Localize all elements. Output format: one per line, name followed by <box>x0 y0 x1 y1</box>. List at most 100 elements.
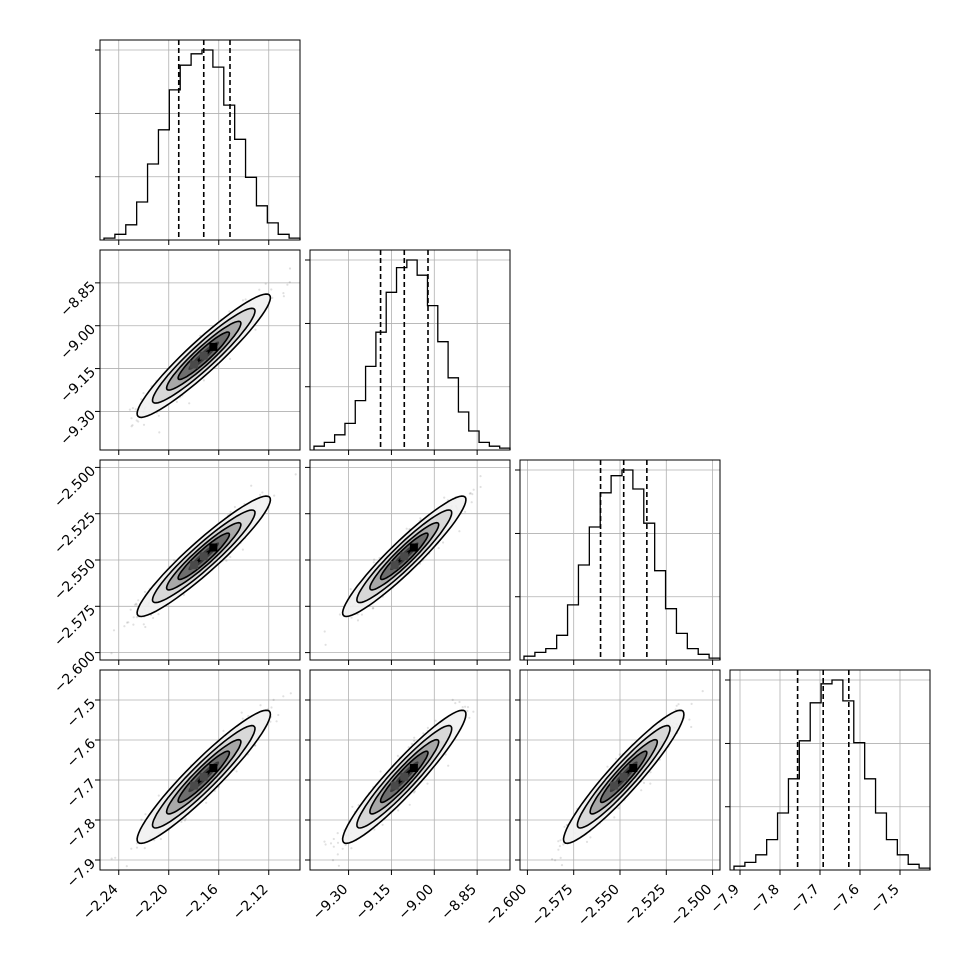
density-area <box>110 473 297 655</box>
sample-point <box>472 488 475 491</box>
sample-point <box>690 725 693 729</box>
sample-point <box>112 629 116 632</box>
sample-point <box>159 837 162 841</box>
sample-point <box>408 803 411 806</box>
sample-point <box>617 807 620 810</box>
sample-point <box>228 310 231 313</box>
core-cell <box>199 351 208 360</box>
sample-point <box>461 706 464 709</box>
x-tick-label: −7.8 <box>747 882 782 917</box>
sample-point <box>649 782 652 785</box>
sample-point <box>554 859 557 862</box>
sample-point <box>559 856 562 860</box>
sample-point <box>371 607 374 610</box>
density-area <box>323 698 475 867</box>
sample-point <box>413 736 416 739</box>
x-tick-label: −2.575 <box>529 882 577 930</box>
sample-point <box>351 805 354 808</box>
sample-point <box>472 710 475 713</box>
sample-point <box>184 817 187 820</box>
density-area <box>323 475 482 646</box>
sample-point <box>143 590 147 594</box>
sample-point <box>422 732 425 735</box>
sample-point <box>264 282 267 285</box>
sample-point <box>134 408 137 411</box>
sample-point <box>126 621 129 624</box>
panel-3-1: −9.30 −9.15 −9.00 −8.85 <box>305 669 511 923</box>
sample-point <box>152 616 155 620</box>
y-tick-label: −7.5 <box>64 696 99 731</box>
core-cell <box>190 781 199 790</box>
sample-point <box>129 608 132 611</box>
sample-point <box>357 804 360 807</box>
sample-point <box>329 842 333 845</box>
sample-point <box>372 607 375 610</box>
core-cells <box>190 764 218 790</box>
sample-point <box>270 706 273 709</box>
y-tick-label: −2.550 <box>51 556 99 604</box>
sample-point <box>350 616 353 619</box>
x-tick-label: −7.5 <box>867 882 902 917</box>
sample-point <box>205 801 208 804</box>
sample-point <box>407 746 410 749</box>
y-tick-label: −9.15 <box>57 364 99 406</box>
gridlines <box>100 460 300 660</box>
sample-point <box>426 782 429 785</box>
sample-point <box>640 789 643 792</box>
sample-point <box>437 547 440 550</box>
sample-point <box>87 451 89 453</box>
core-cell <box>199 772 208 781</box>
sample-point <box>677 703 680 706</box>
sample-point <box>110 857 113 860</box>
sample-point <box>469 492 472 495</box>
sample-point <box>372 561 375 564</box>
histogram-step <box>103 49 301 240</box>
sample-point <box>282 295 285 298</box>
sample-point <box>688 718 691 721</box>
sample-point <box>642 781 646 785</box>
sample-point <box>559 839 562 842</box>
y-tick-label: −2.575 <box>51 602 99 650</box>
sample-point <box>137 599 140 602</box>
sample-point <box>229 555 232 559</box>
core-cells <box>390 543 418 570</box>
sample-point <box>381 823 384 826</box>
sample-point <box>444 753 447 756</box>
sample-point <box>336 841 340 844</box>
sample-point <box>140 398 143 401</box>
sample-point <box>360 613 363 616</box>
sample-point <box>240 711 243 714</box>
sample-point <box>142 392 145 395</box>
y-tick-label: −9.00 <box>57 321 99 363</box>
sample-point <box>413 739 416 742</box>
sample-point <box>479 475 482 478</box>
sample-point <box>349 588 352 591</box>
sample-point <box>269 720 272 723</box>
sample-point <box>282 695 285 698</box>
sample-point <box>337 864 340 867</box>
sample-point <box>563 825 566 828</box>
histogram-step <box>733 679 931 870</box>
sample-point <box>434 719 437 722</box>
sample-point <box>225 559 228 562</box>
gridlines <box>310 250 510 450</box>
sample-point <box>410 742 414 746</box>
sample-point <box>116 874 118 876</box>
sample-point <box>332 837 335 841</box>
sample-point <box>464 705 467 708</box>
sample-point <box>379 770 382 773</box>
sample-point <box>426 726 429 730</box>
sample-point <box>140 818 143 821</box>
sample-point <box>128 408 131 411</box>
x-tick-label: −2.20 <box>130 882 172 924</box>
sample-point <box>529 887 531 889</box>
panel-frame <box>309 249 511 451</box>
sample-point <box>175 400 178 403</box>
sample-point <box>172 559 176 562</box>
sample-point <box>135 846 139 849</box>
panel-3-2: −2.600−2.575−2.550−2.525−2.500 <box>482 669 721 930</box>
sample-point <box>690 702 693 706</box>
sample-point <box>336 832 339 835</box>
panel-1-0: −9.30−9.15−9.00−8.85 <box>57 249 301 455</box>
sample-point <box>241 299 245 302</box>
